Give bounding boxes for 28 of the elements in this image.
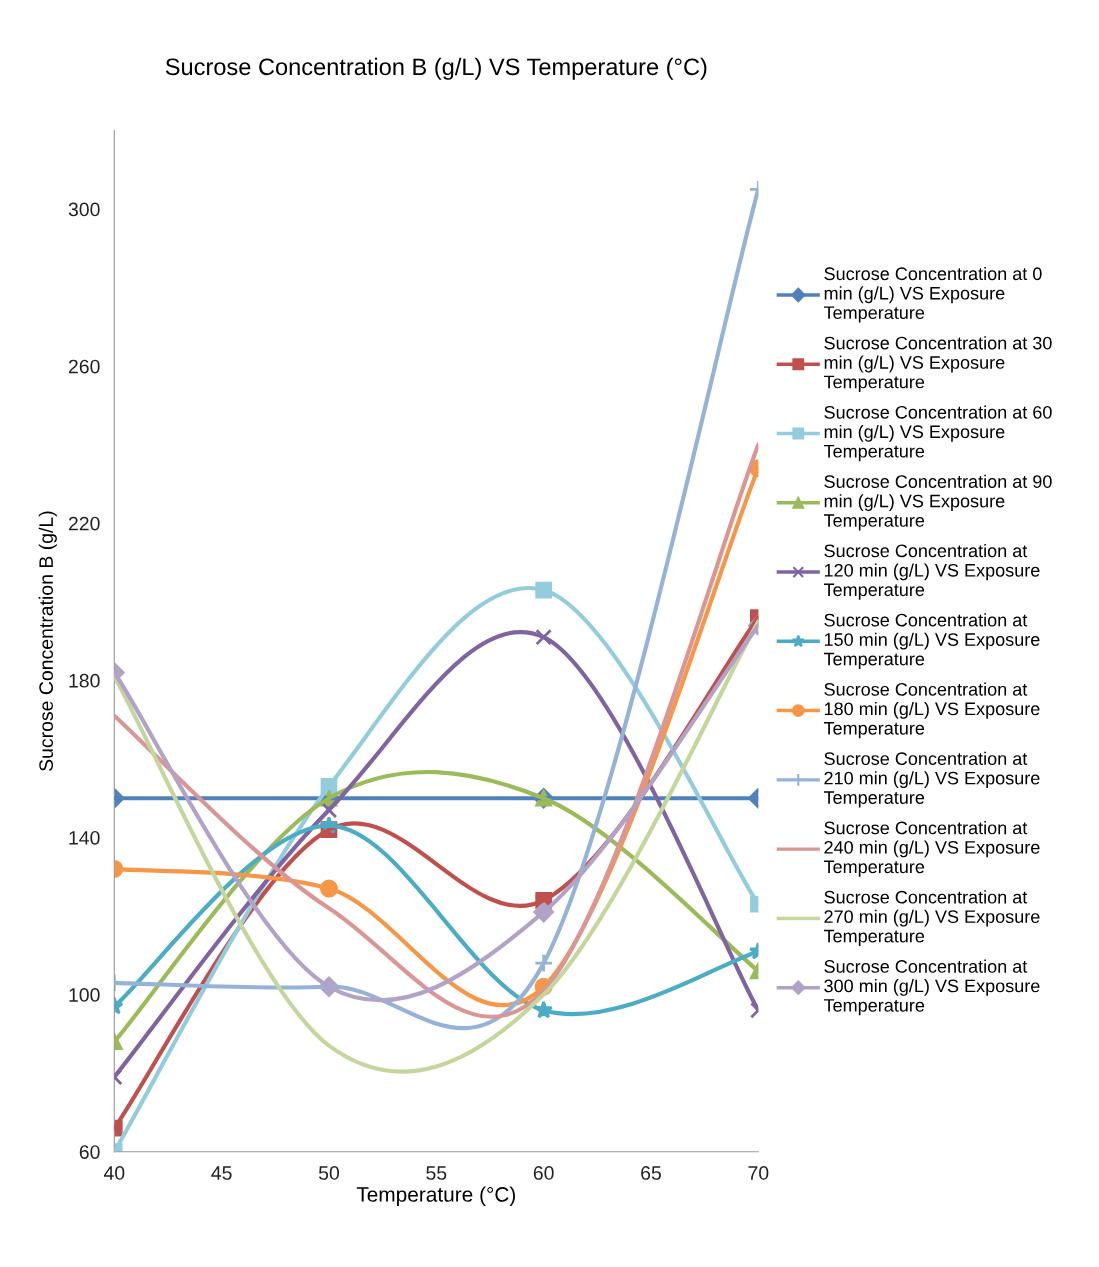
legend-label: Sucrose Concentration at 180 min (g/L) VS Exposure Temperature (823, 682, 1040, 739)
legend-label: Sucrose Concentration at 30 min (g/L) VS Exposure Temperature (823, 336, 1052, 392)
y-tick-label: 300 (68, 202, 100, 217)
x-tick-label: 40 (103, 1166, 125, 1180)
legend-label: Sucrose Concentration at 0 min (g/L) VS Exposure Temperature (823, 266, 1042, 323)
x-tick-label: 45 (211, 1166, 232, 1180)
y-tick-label: 180 (69, 673, 100, 688)
y-tick-label: 140 (69, 830, 100, 845)
x-tick-label: 55 (426, 1166, 447, 1180)
y-tick-label: 260 (68, 359, 100, 374)
x-tick-label: 50 (318, 1166, 340, 1180)
legend-label: Sucrose Concentration at 240 min (g/L) VS Exposure Temperature (823, 821, 1040, 877)
y-tick-label: 220 (68, 516, 100, 531)
legend-label: Sucrose Concentration at 210 min (g/L) VS Exposure Temperature (823, 751, 1040, 808)
x-tick-label: 60 (533, 1166, 554, 1180)
chart-title: Sucrose Concentration B (g/L) VS Temperature (°C) (165, 57, 707, 80)
y-axis-title: Sucrose Concentration B (g/L) (38, 511, 57, 771)
legend-label: Sucrose Concentration at 120 min (g/L) VS Exposure Temperature (823, 543, 1040, 600)
x-tick-label: 70 (748, 1166, 769, 1180)
legend-label: Sucrose Concentration at 90 min (g/L) VS Exposure Temperature (823, 474, 1052, 531)
x-tick-label: 65 (641, 1166, 661, 1180)
x-axis-title: Temperature (°C) (356, 1186, 516, 1206)
legend-label: Sucrose Concentration at 300 min (g/L) VS Exposure Temperature (823, 959, 1040, 1016)
legend-label: Sucrose Concentration at 270 min (g/L) VS Exposure Temperature (823, 890, 1040, 947)
legend-label: Sucrose Concentration at 150 min (g/L) VS Exposure Temperature (823, 613, 1040, 669)
legend-label: Sucrose Concentration at 60 min (g/L) VS Exposure Temperature (823, 405, 1052, 462)
y-tick-label: 100 (69, 988, 100, 1002)
y-tick-label: 60 (79, 1145, 100, 1159)
